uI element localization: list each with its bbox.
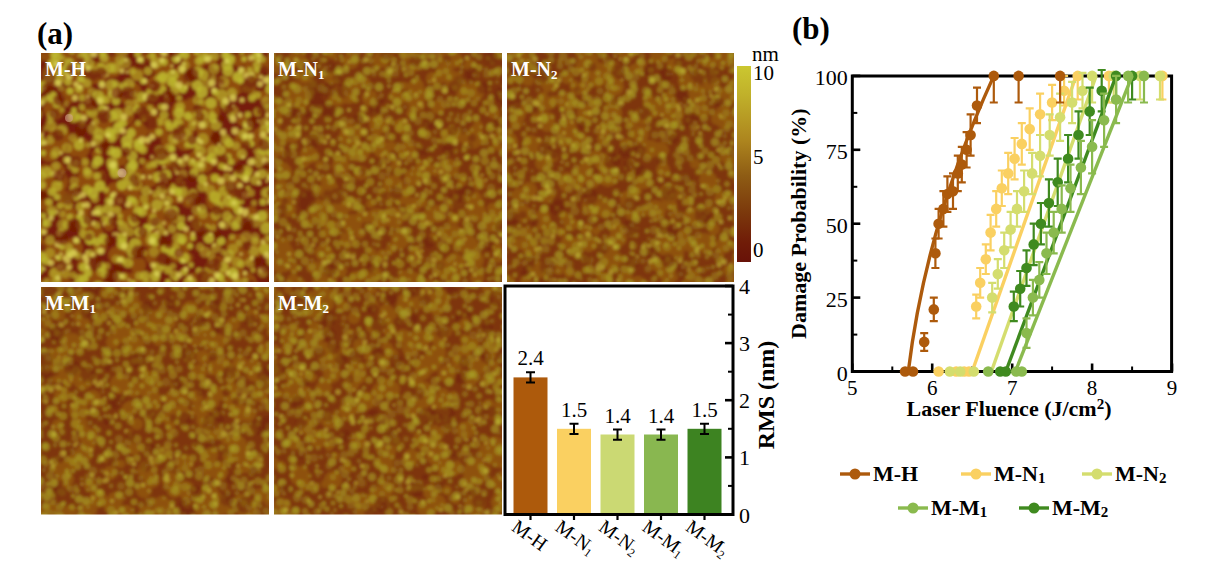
svg-text:RMS (nm): RMS (nm) [753,341,779,450]
svg-text:2.4: 2.4 [517,346,544,370]
svg-text:3: 3 [739,331,750,356]
svg-text:1.5: 1.5 [691,398,717,422]
svg-text:M-H: M-H [508,516,551,555]
svg-text:M-M1: M-M1 [637,516,689,562]
svg-text:M-M2: M-M2 [1052,495,1108,520]
svg-text:50: 50 [826,213,848,238]
svg-text:0: 0 [739,503,750,528]
svg-text:Damage Probability (%): Damage Probability (%) [786,108,811,339]
svg-text:0: 0 [837,361,848,386]
svg-text:9: 9 [1167,376,1178,400]
svg-text:75: 75 [826,139,848,164]
svg-text:25: 25 [826,287,848,312]
svg-text:4: 4 [739,274,750,299]
svg-text:Laser Fluence (J/cm2): Laser Fluence (J/cm2) [906,396,1111,421]
svg-text:100: 100 [815,65,848,90]
svg-text:M-N2: M-N2 [1115,461,1166,486]
svg-text:1.5: 1.5 [561,398,587,422]
svg-text:1: 1 [739,445,750,470]
svg-text:M-N2: M-N2 [594,516,643,560]
svg-text:5: 5 [847,376,858,400]
svg-text:M-M2: M-M2 [681,516,733,562]
svg-text:2: 2 [739,388,750,413]
svg-text:M-H: M-H [873,461,918,486]
svg-text:M-M1: M-M1 [931,495,987,520]
svg-text:M-N1: M-N1 [994,461,1045,486]
svg-text:1.4: 1.4 [648,404,675,428]
svg-text:M-N1: M-N1 [550,516,599,560]
svg-text:1.4: 1.4 [604,404,631,428]
